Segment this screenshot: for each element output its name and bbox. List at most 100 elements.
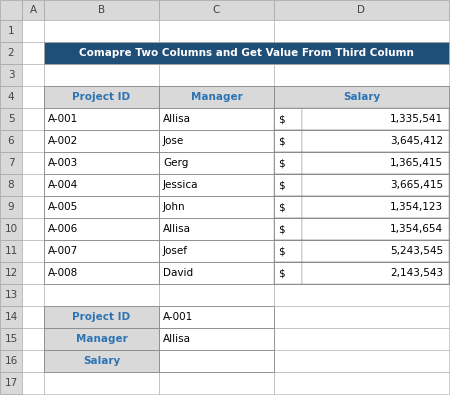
Bar	[274, 262, 302, 284]
Text: C: C	[213, 5, 220, 15]
Bar	[0, 350, 22, 372]
Bar	[44, 262, 159, 284]
Bar	[302, 196, 449, 218]
Bar	[274, 152, 449, 174]
Bar	[22, 306, 44, 328]
Bar	[0, 284, 22, 306]
Bar	[44, 218, 159, 240]
Text: Salary: Salary	[83, 356, 120, 366]
Bar	[0, 130, 22, 152]
Bar	[159, 196, 274, 218]
Bar	[159, 240, 274, 262]
Text: 8: 8	[8, 180, 14, 190]
Bar	[159, 174, 274, 196]
Text: 7: 7	[8, 158, 14, 168]
Bar	[0, 86, 22, 108]
Text: A-008: A-008	[48, 268, 78, 278]
Text: Manager: Manager	[191, 92, 242, 102]
Text: John: John	[163, 202, 186, 212]
Bar	[0, 372, 22, 394]
Bar	[22, 42, 44, 64]
Bar	[302, 262, 449, 284]
Bar	[274, 152, 449, 174]
Bar	[302, 130, 449, 152]
Text: 1,365,415: 1,365,415	[390, 158, 443, 168]
Bar	[274, 108, 449, 130]
Text: 12: 12	[4, 268, 18, 278]
Bar	[274, 130, 302, 152]
Bar	[274, 152, 302, 174]
Text: Salary: Salary	[343, 92, 380, 102]
Bar	[274, 306, 449, 328]
Text: A-002: A-002	[48, 136, 78, 146]
Bar	[159, 372, 274, 394]
Bar	[159, 262, 274, 284]
Bar	[302, 240, 449, 262]
Bar	[0, 262, 22, 284]
Bar	[22, 218, 44, 240]
Bar	[159, 42, 274, 64]
Text: 10: 10	[4, 224, 18, 234]
Bar	[22, 328, 44, 350]
Bar	[44, 350, 159, 372]
Text: 3,645,412: 3,645,412	[390, 136, 443, 146]
Bar	[0, 0, 22, 20]
Bar	[274, 240, 302, 262]
Bar	[159, 196, 274, 218]
Bar	[44, 152, 159, 174]
Bar	[22, 0, 44, 20]
Bar	[274, 218, 449, 240]
Bar	[22, 20, 44, 42]
Text: A: A	[29, 5, 36, 15]
Text: A-001: A-001	[48, 114, 78, 124]
Text: Manager: Manager	[76, 334, 128, 344]
Bar	[274, 328, 449, 350]
Text: Allisa: Allisa	[163, 334, 191, 344]
Bar	[274, 64, 449, 86]
Bar	[159, 152, 274, 174]
Bar	[44, 0, 159, 20]
Bar	[44, 42, 159, 64]
Text: 13: 13	[4, 290, 18, 300]
Text: 9: 9	[8, 202, 14, 212]
Bar	[0, 328, 22, 350]
Bar	[0, 64, 22, 86]
Bar	[44, 174, 159, 196]
Text: 2,143,543: 2,143,543	[390, 268, 443, 278]
Text: Project ID: Project ID	[73, 312, 130, 322]
Bar	[22, 240, 44, 262]
Bar	[44, 108, 159, 130]
Bar	[274, 86, 449, 108]
Bar	[22, 372, 44, 394]
Text: Allisa: Allisa	[163, 224, 191, 234]
Bar	[44, 42, 449, 64]
Bar	[302, 218, 449, 240]
Bar	[44, 152, 159, 174]
Bar	[44, 218, 159, 240]
Text: $: $	[278, 224, 284, 234]
Text: 3,665,415: 3,665,415	[390, 180, 443, 190]
Text: D: D	[357, 5, 365, 15]
Bar	[44, 86, 159, 108]
Bar	[274, 240, 449, 262]
Text: A-004: A-004	[48, 180, 78, 190]
Text: 17: 17	[4, 378, 18, 388]
Bar	[44, 372, 159, 394]
Bar	[0, 174, 22, 196]
Bar	[159, 86, 274, 108]
Bar	[159, 306, 274, 328]
Bar	[274, 196, 449, 218]
Bar	[159, 108, 274, 130]
Bar	[159, 130, 274, 152]
Text: 1,335,541: 1,335,541	[390, 114, 443, 124]
Text: 4: 4	[8, 92, 14, 102]
Bar	[159, 218, 274, 240]
Bar	[159, 328, 274, 350]
Text: 5,243,545: 5,243,545	[390, 246, 443, 256]
Bar	[274, 350, 449, 372]
Bar	[274, 196, 302, 218]
Bar	[0, 42, 22, 64]
Bar	[274, 0, 449, 20]
Bar	[274, 108, 449, 130]
Bar	[159, 130, 274, 152]
